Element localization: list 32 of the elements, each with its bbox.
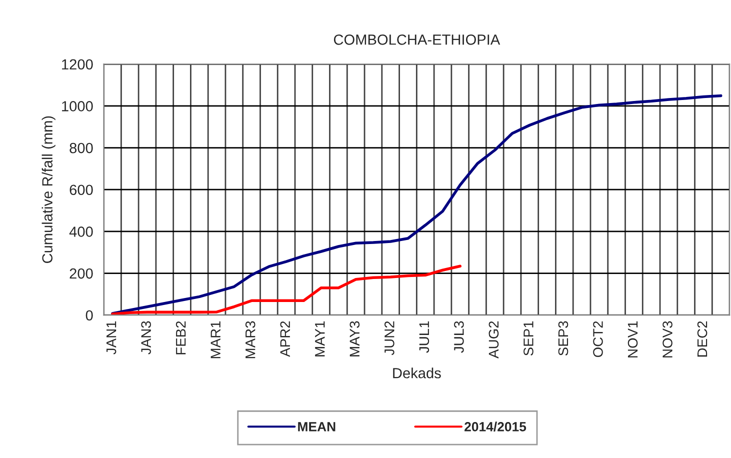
x-tick-label: MAR1 xyxy=(210,321,220,358)
legend-label: 2014/2015 xyxy=(464,422,526,432)
line-series xyxy=(111,94,722,315)
x-tick-label: SEP3 xyxy=(558,321,568,356)
x-axis-title: Dekads xyxy=(393,368,441,378)
y-tick-label: 800 xyxy=(70,142,93,154)
y-tick-label: 1000 xyxy=(62,101,93,112)
y-axis-title: Cumulative R/fall (mm) xyxy=(42,116,56,264)
x-tick-label: JUN2 xyxy=(384,321,394,356)
x-tick-label: OCT2 xyxy=(593,321,603,358)
x-tick-label: SEP1 xyxy=(524,321,534,356)
x-tick-label: AUG2 xyxy=(488,321,499,358)
chart-title: COMBOLCHA-ETHIOPIA xyxy=(334,34,500,45)
x-tick-label: APR2 xyxy=(280,321,290,357)
legend-label: MEAN xyxy=(298,422,336,432)
x-tick-label: DEC2 xyxy=(697,321,708,357)
x-tick-label: MAR3 xyxy=(245,321,256,358)
y-tick-label: 600 xyxy=(70,184,93,196)
x-tick-label: NOV3 xyxy=(662,321,672,358)
y-tick-label: 400 xyxy=(69,226,93,237)
x-tick-label: JUL3 xyxy=(454,321,464,353)
x-tick-label: MAY1 xyxy=(315,321,325,356)
y-tick-label: 200 xyxy=(70,268,93,279)
x-tick-label: JAN3 xyxy=(141,321,151,354)
y-tick-label: 1200 xyxy=(62,59,93,70)
x-tick-label: MAY3 xyxy=(350,321,360,356)
x-tick-label: FEB2 xyxy=(176,321,186,354)
x-tick-label: JUL1 xyxy=(419,321,430,353)
line-series xyxy=(111,264,462,316)
x-tick-label: NOV1 xyxy=(628,321,638,358)
y-tick-label: 0 xyxy=(86,310,93,321)
x-tick-label: JAN1 xyxy=(106,321,116,354)
